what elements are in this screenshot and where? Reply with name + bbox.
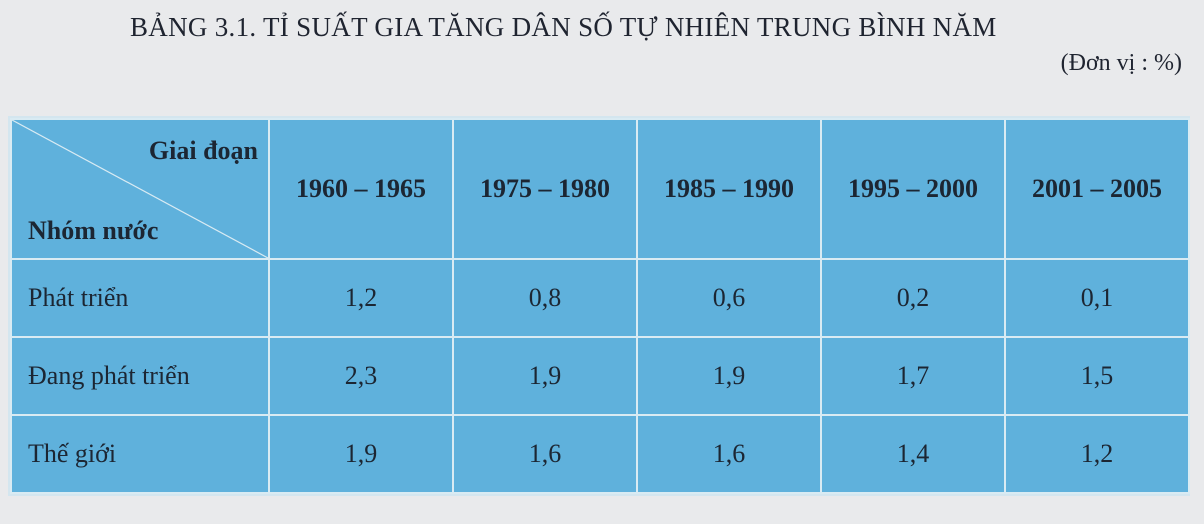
table-row: Đang phát triển 2,3 1,9 1,9 1,7 1,5: [10, 336, 1190, 416]
row-group-label: Phát triển: [10, 258, 270, 338]
table-cell: 1,9: [452, 336, 638, 416]
header-row: Giai đoạn Nhóm nước 1960 – 1965 1975 – 1…: [10, 118, 1190, 260]
table-cell: 1,2: [268, 258, 454, 338]
table-title: BẢNG 3.1. TỈ SUẤT GIA TĂNG DÂN SỐ TỰ NHI…: [130, 12, 997, 42]
table-cell: 1,9: [268, 414, 454, 494]
data-table-container: Giai đoạn Nhóm nước 1960 – 1965 1975 – 1…: [8, 116, 1190, 496]
table-cell: 1,5: [1004, 336, 1190, 416]
table-cell: 0,1: [1004, 258, 1190, 338]
row-group-label: Đang phát triển: [10, 336, 270, 416]
unit-label: (Đơn vị : %): [1060, 50, 1182, 76]
period-header: 2001 – 2005: [1004, 118, 1190, 260]
diagonal-divider: [12, 120, 268, 258]
table-cell: 2,3: [268, 336, 454, 416]
table-cell: 0,8: [452, 258, 638, 338]
period-header: 1960 – 1965: [268, 118, 454, 260]
row-group-label: Thế giới: [10, 414, 270, 494]
table-cell: 1,6: [452, 414, 638, 494]
corner-top-label: Giai đoạn: [148, 136, 258, 165]
period-header: 1975 – 1980: [452, 118, 638, 260]
table-row: Thế giới 1,9 1,6 1,6 1,4 1,2: [10, 414, 1190, 494]
period-header: 1995 – 2000: [820, 118, 1006, 260]
table-cell: 1,2: [1004, 414, 1190, 494]
table-cell: 0,6: [636, 258, 822, 338]
table-cell: 1,7: [820, 336, 1006, 416]
period-header: 1985 – 1990: [636, 118, 822, 260]
table-row: Phát triển 1,2 0,8 0,6 0,2 0,1: [10, 258, 1190, 338]
table-cell: 1,9: [636, 336, 822, 416]
corner-bottom-label: Nhóm nước: [28, 216, 159, 245]
corner-cell: Giai đoạn Nhóm nước: [10, 118, 270, 260]
table-cell: 1,4: [820, 414, 1006, 494]
table-cell: 1,6: [636, 414, 822, 494]
table-cell: 0,2: [820, 258, 1006, 338]
data-table: Giai đoạn Nhóm nước 1960 – 1965 1975 – 1…: [10, 118, 1190, 494]
